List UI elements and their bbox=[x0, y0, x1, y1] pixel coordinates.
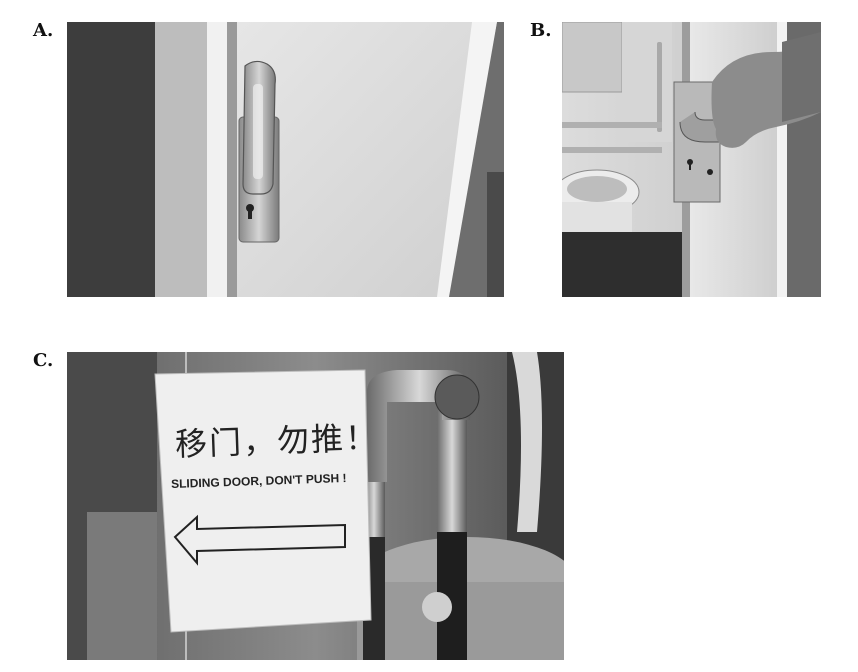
panel-label-c: C. bbox=[33, 350, 54, 371]
panel-label-a: A. bbox=[33, 20, 54, 41]
photo-panel-c: 移门，勿推！ SLIDING DOOR, DON'T PUSH ! bbox=[67, 352, 564, 660]
photo-panel-a bbox=[67, 22, 504, 297]
sign-chinese-text: 移门，勿推！ bbox=[174, 418, 380, 464]
panel-label-b: B. bbox=[530, 20, 552, 41]
photo-panel-b bbox=[562, 22, 821, 297]
